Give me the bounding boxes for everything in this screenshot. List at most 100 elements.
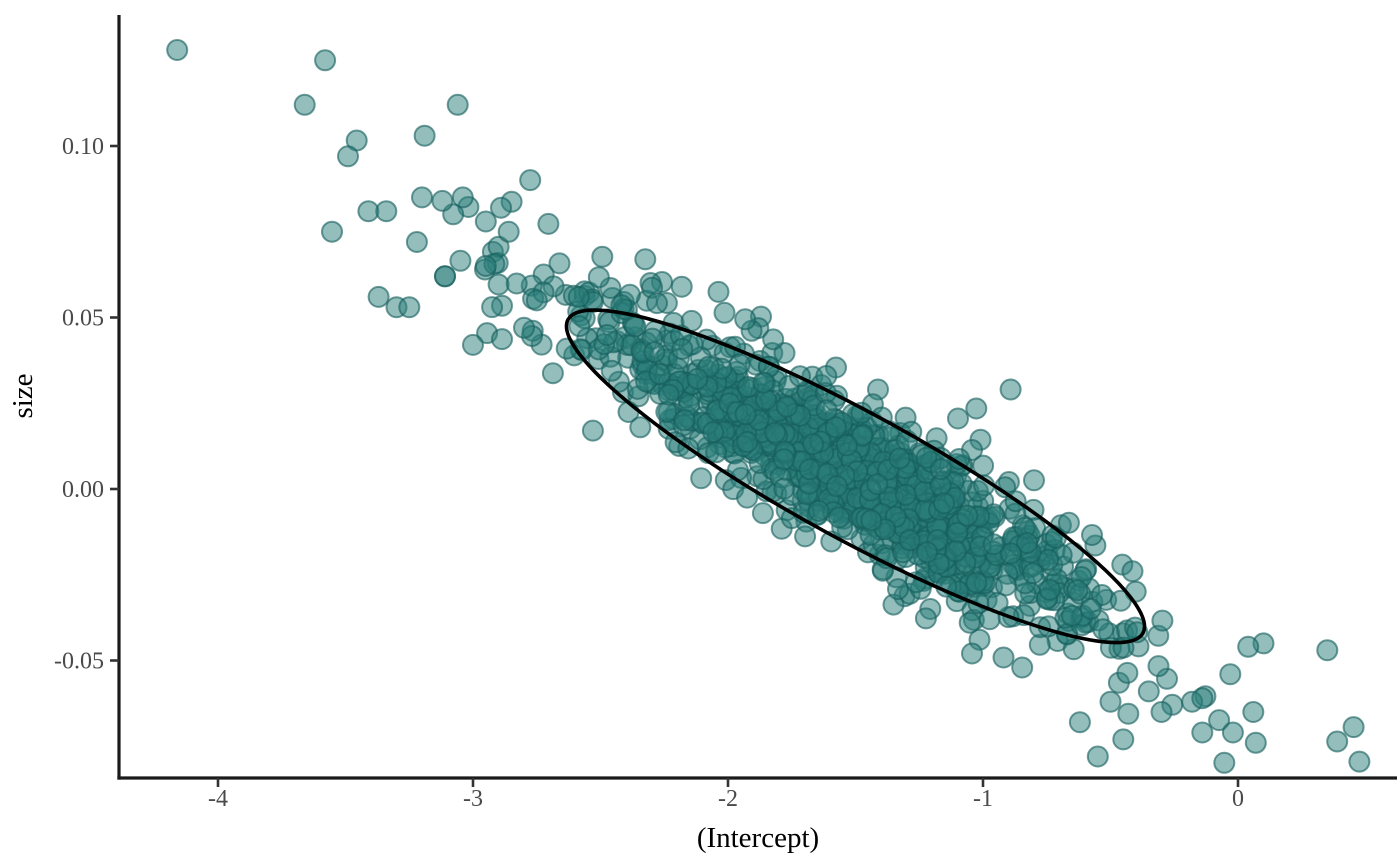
data-point xyxy=(866,473,889,496)
y-axis-title: size xyxy=(7,373,39,418)
data-point xyxy=(1079,597,1102,620)
data-point xyxy=(860,509,883,532)
x-tick-label: -4 xyxy=(208,786,228,812)
data-point xyxy=(894,483,917,506)
data-point xyxy=(1316,639,1339,662)
data-point xyxy=(548,252,571,275)
data-point xyxy=(992,646,1015,669)
data-point xyxy=(1221,721,1244,744)
data-point xyxy=(707,280,730,303)
data-point xyxy=(751,502,774,525)
data-point xyxy=(916,541,938,564)
data-point xyxy=(734,403,757,426)
data-point xyxy=(600,359,623,382)
data-point xyxy=(321,220,343,243)
data-point xyxy=(1208,709,1231,732)
data-point xyxy=(1117,702,1140,725)
data-point xyxy=(643,341,666,364)
data-point xyxy=(713,301,736,324)
data-point xyxy=(999,542,1022,565)
data-point xyxy=(568,315,591,338)
data-point xyxy=(1151,609,1174,632)
data-point xyxy=(497,220,520,243)
data-point xyxy=(1057,511,1080,534)
data-point xyxy=(431,189,454,212)
data-point xyxy=(587,266,610,289)
data-point xyxy=(1237,635,1260,658)
data-point xyxy=(166,39,189,61)
data-point xyxy=(1011,656,1034,679)
data-point xyxy=(629,416,652,439)
data-point xyxy=(634,248,657,271)
data-point xyxy=(671,337,694,360)
x-tick-label: -1 xyxy=(973,786,993,812)
data-point xyxy=(519,169,542,192)
data-point xyxy=(490,196,512,219)
y-tick-group: 0.10 0.05 0.00 -0.05 xyxy=(54,134,119,675)
data-point xyxy=(802,433,825,456)
data-point xyxy=(705,441,728,464)
data-point xyxy=(367,285,390,308)
data-point xyxy=(1016,532,1038,554)
data-point xyxy=(1150,701,1173,723)
data-point xyxy=(405,231,428,253)
data-point xyxy=(736,431,759,453)
data-point xyxy=(596,324,618,346)
data-point xyxy=(413,124,436,147)
data-point xyxy=(1066,579,1089,602)
y-tick-label: 0.10 xyxy=(62,134,104,160)
data-point xyxy=(1147,655,1170,678)
data-point xyxy=(686,367,709,390)
data-point xyxy=(1081,524,1103,546)
data-point xyxy=(314,49,337,72)
y-tick-label: 0.00 xyxy=(62,477,104,503)
data-point xyxy=(956,504,979,527)
data-point xyxy=(1061,604,1083,627)
data-point xyxy=(752,371,775,394)
data-point xyxy=(1326,730,1349,753)
data-point xyxy=(1126,621,1149,644)
data-point xyxy=(646,292,668,315)
data-point xyxy=(961,642,983,665)
data-point xyxy=(1244,731,1267,754)
data-point xyxy=(734,308,757,331)
data-point xyxy=(567,285,590,308)
data-point xyxy=(474,255,497,277)
data-point xyxy=(1219,663,1242,686)
data-point xyxy=(337,145,359,168)
data-point xyxy=(835,434,858,457)
data-point xyxy=(1023,469,1045,492)
data-point xyxy=(944,540,967,563)
data-point xyxy=(929,458,952,481)
data-point xyxy=(914,607,937,630)
data-point xyxy=(825,475,848,498)
data-point xyxy=(293,93,316,116)
data-point xyxy=(434,265,456,288)
data-point xyxy=(462,333,484,356)
data-point xyxy=(773,477,796,500)
data-point xyxy=(794,525,817,548)
data-point xyxy=(999,378,1022,401)
y-tick-label: 0.05 xyxy=(62,306,104,332)
data-point xyxy=(670,275,693,298)
data-point xyxy=(762,328,785,351)
data-point xyxy=(541,362,564,385)
data-point xyxy=(1242,701,1265,723)
data-point xyxy=(1116,661,1139,684)
data-point xyxy=(702,421,725,444)
data-point xyxy=(537,212,560,235)
data-point xyxy=(947,407,969,430)
x-tick-label: -2 xyxy=(718,786,738,812)
data-point xyxy=(965,397,988,420)
data-point xyxy=(411,186,433,209)
data-point xyxy=(815,365,838,387)
data-point xyxy=(491,328,513,351)
x-tick-label: -3 xyxy=(463,786,483,812)
y-tick-label: -0.05 xyxy=(54,649,104,675)
data-point xyxy=(1348,750,1371,773)
data-point xyxy=(690,467,713,490)
x-tick-label: 0 xyxy=(1232,786,1244,812)
x-axis: -4 -3 -2 -1 0 xyxy=(117,776,1397,812)
data-point xyxy=(1112,728,1135,751)
